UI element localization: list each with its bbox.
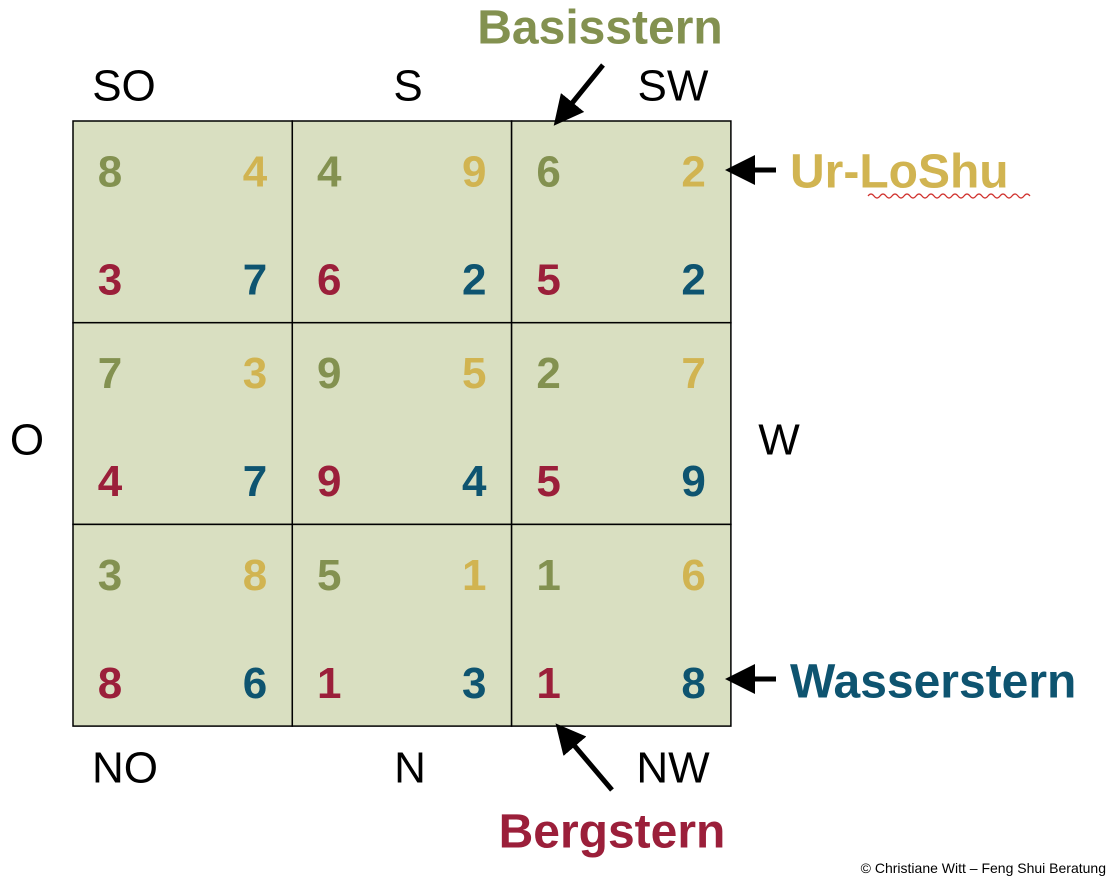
arrow <box>553 63 605 126</box>
cell <box>72 523 294 727</box>
star-water: 8 <box>681 659 705 708</box>
grid: 8 4 3 7 4 9 6 2 6 2 5 2 7 3 4 7 9 5 9 4 2 7 5 9 3 8 8 6 5 1 1 3 1 6 1 8 <box>72 120 732 727</box>
star-loshu: 5 <box>462 349 486 398</box>
cell <box>72 321 294 526</box>
star-base: 1 <box>536 551 560 600</box>
star-base: 6 <box>536 148 560 197</box>
direction: S <box>393 62 422 111</box>
star-loshu: 3 <box>243 349 267 398</box>
star-base: 2 <box>536 349 560 398</box>
direction: NO <box>92 744 158 793</box>
star-water: 6 <box>243 659 267 708</box>
star-base: 8 <box>98 148 122 197</box>
arrow <box>555 723 614 792</box>
star-mountain: 1 <box>536 659 560 708</box>
cell <box>510 321 732 526</box>
label-basisstern: Basisstern <box>477 2 722 55</box>
star-mountain: 8 <box>98 659 122 708</box>
star-base: 5 <box>317 551 341 600</box>
star-loshu: 4 <box>243 148 268 197</box>
arrows <box>553 63 776 792</box>
star-loshu: 9 <box>462 148 486 197</box>
star-base: 7 <box>98 349 122 398</box>
star-loshu: 6 <box>681 551 705 600</box>
star-loshu: 1 <box>462 551 486 600</box>
cell <box>510 120 732 324</box>
direction: SO <box>92 62 156 111</box>
direction: N <box>394 744 426 793</box>
label-wasserstern: Wasserstern <box>790 656 1076 709</box>
star-water: 4 <box>462 457 487 506</box>
star-loshu: 7 <box>681 349 705 398</box>
footer: © Christiane Witt – Feng Shui Beratung <box>861 860 1106 876</box>
star-mountain: 6 <box>317 256 341 305</box>
label-ur-loshu: Ur-LoShu <box>790 146 1009 199</box>
star-water: 2 <box>462 256 486 305</box>
cell <box>291 523 513 727</box>
star-mountain: 1 <box>317 659 341 708</box>
star-water: 9 <box>681 457 705 506</box>
cell <box>510 523 732 727</box>
star-loshu: 8 <box>243 551 267 600</box>
star-water: 7 <box>243 457 267 506</box>
star-mountain: 5 <box>536 256 560 305</box>
direction: W <box>758 416 800 465</box>
spellcheck-underline <box>867 193 1031 199</box>
cell <box>291 120 513 324</box>
label-bergstern: Bergstern <box>499 806 726 859</box>
direction: O <box>10 416 44 465</box>
cell <box>291 321 513 526</box>
star-base: 4 <box>317 148 342 197</box>
star-water: 7 <box>243 256 267 305</box>
star-base: 3 <box>98 551 122 600</box>
direction: NW <box>636 744 710 793</box>
star-water: 2 <box>681 256 705 305</box>
star-loshu: 2 <box>681 148 705 197</box>
star-mountain: 5 <box>536 457 560 506</box>
star-mountain: 4 <box>98 457 123 506</box>
star-mountain: 3 <box>98 256 122 305</box>
star-mountain: 9 <box>317 457 341 506</box>
direction: SW <box>638 62 709 111</box>
cell <box>72 120 294 324</box>
star-base: 9 <box>317 349 341 398</box>
star-water: 3 <box>462 659 486 708</box>
